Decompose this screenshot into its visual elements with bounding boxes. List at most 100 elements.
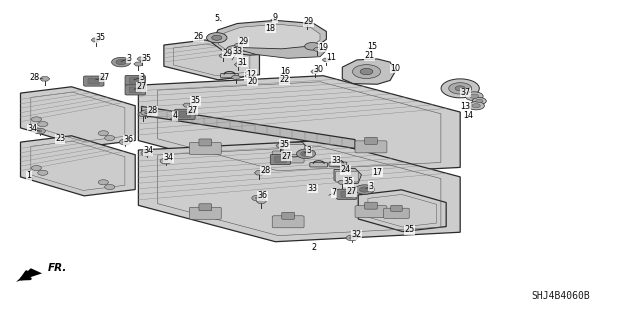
Circle shape [111,57,131,67]
Circle shape [359,187,370,192]
Polygon shape [40,77,50,81]
Text: 34: 34 [27,124,37,133]
FancyBboxPatch shape [335,171,358,182]
Text: 17: 17 [372,168,383,177]
FancyBboxPatch shape [384,208,409,218]
Circle shape [99,131,108,136]
Circle shape [468,102,484,110]
Polygon shape [254,171,264,175]
Text: 27: 27 [347,187,357,196]
Text: 11: 11 [326,53,337,62]
FancyBboxPatch shape [179,111,191,117]
Polygon shape [219,54,227,57]
Circle shape [38,170,48,175]
Text: 35: 35 [95,33,105,42]
Text: 28: 28 [147,106,157,115]
Text: 29: 29 [239,37,249,46]
Text: 25: 25 [404,225,414,234]
FancyBboxPatch shape [189,207,221,219]
Text: 3: 3 [369,182,374,191]
Text: 31: 31 [237,58,247,67]
Text: 30: 30 [314,65,324,74]
Polygon shape [342,59,395,84]
FancyBboxPatch shape [282,147,294,154]
Text: 35: 35 [344,177,354,186]
Text: 3: 3 [307,146,312,155]
Polygon shape [282,142,308,157]
Polygon shape [16,268,42,282]
Text: 2: 2 [311,243,316,252]
Text: 22: 22 [280,75,290,84]
Text: 8: 8 [244,71,249,80]
Text: 32: 32 [352,230,362,239]
Text: 27: 27 [99,73,109,82]
Circle shape [455,86,465,91]
Polygon shape [311,70,319,73]
Circle shape [145,112,149,114]
FancyBboxPatch shape [88,78,100,84]
Text: 23: 23 [55,134,65,144]
Text: 15: 15 [367,42,378,51]
Text: 1: 1 [26,171,31,181]
Circle shape [476,99,483,103]
Circle shape [31,166,42,171]
Polygon shape [212,20,326,55]
Polygon shape [218,24,320,52]
Circle shape [353,65,381,78]
Text: 29: 29 [303,18,314,26]
Text: 28: 28 [260,166,271,175]
Polygon shape [234,63,243,66]
Circle shape [349,237,354,239]
FancyBboxPatch shape [129,78,141,83]
Polygon shape [303,22,311,25]
Text: 27: 27 [282,152,292,161]
FancyBboxPatch shape [189,142,221,154]
FancyBboxPatch shape [310,163,328,167]
FancyBboxPatch shape [84,76,104,86]
Text: 26: 26 [194,32,204,41]
Text: 35: 35 [191,97,201,106]
Text: 34: 34 [163,153,173,162]
Text: 24: 24 [340,165,351,174]
Circle shape [31,117,42,122]
Text: 20: 20 [248,77,257,85]
FancyBboxPatch shape [270,154,291,165]
Text: 33: 33 [331,156,341,165]
FancyBboxPatch shape [355,206,387,218]
Circle shape [123,141,127,143]
FancyBboxPatch shape [199,139,212,146]
Circle shape [141,150,152,156]
Text: 13: 13 [460,102,470,111]
Polygon shape [137,57,146,61]
Text: 10: 10 [390,64,400,73]
Polygon shape [231,46,326,58]
Text: 35: 35 [141,54,152,63]
Circle shape [301,151,311,156]
Circle shape [360,69,373,75]
FancyBboxPatch shape [272,216,304,228]
Circle shape [465,92,483,101]
Circle shape [472,104,480,108]
Polygon shape [276,144,285,148]
Polygon shape [358,190,446,232]
Circle shape [255,197,260,199]
Text: 33: 33 [307,184,317,193]
Circle shape [355,185,374,194]
FancyBboxPatch shape [283,145,305,155]
Text: 29: 29 [223,49,233,58]
Polygon shape [20,87,135,147]
Polygon shape [256,199,266,204]
Text: 21: 21 [365,51,375,60]
Text: 9: 9 [273,13,278,22]
FancyBboxPatch shape [199,204,212,211]
Text: 36: 36 [258,191,268,200]
Circle shape [104,136,115,141]
Polygon shape [164,40,259,80]
Polygon shape [314,48,321,51]
Text: 28: 28 [29,73,40,82]
Circle shape [116,60,127,65]
Circle shape [252,195,263,201]
Text: 27: 27 [136,82,147,91]
Circle shape [99,180,108,185]
Circle shape [37,130,42,132]
